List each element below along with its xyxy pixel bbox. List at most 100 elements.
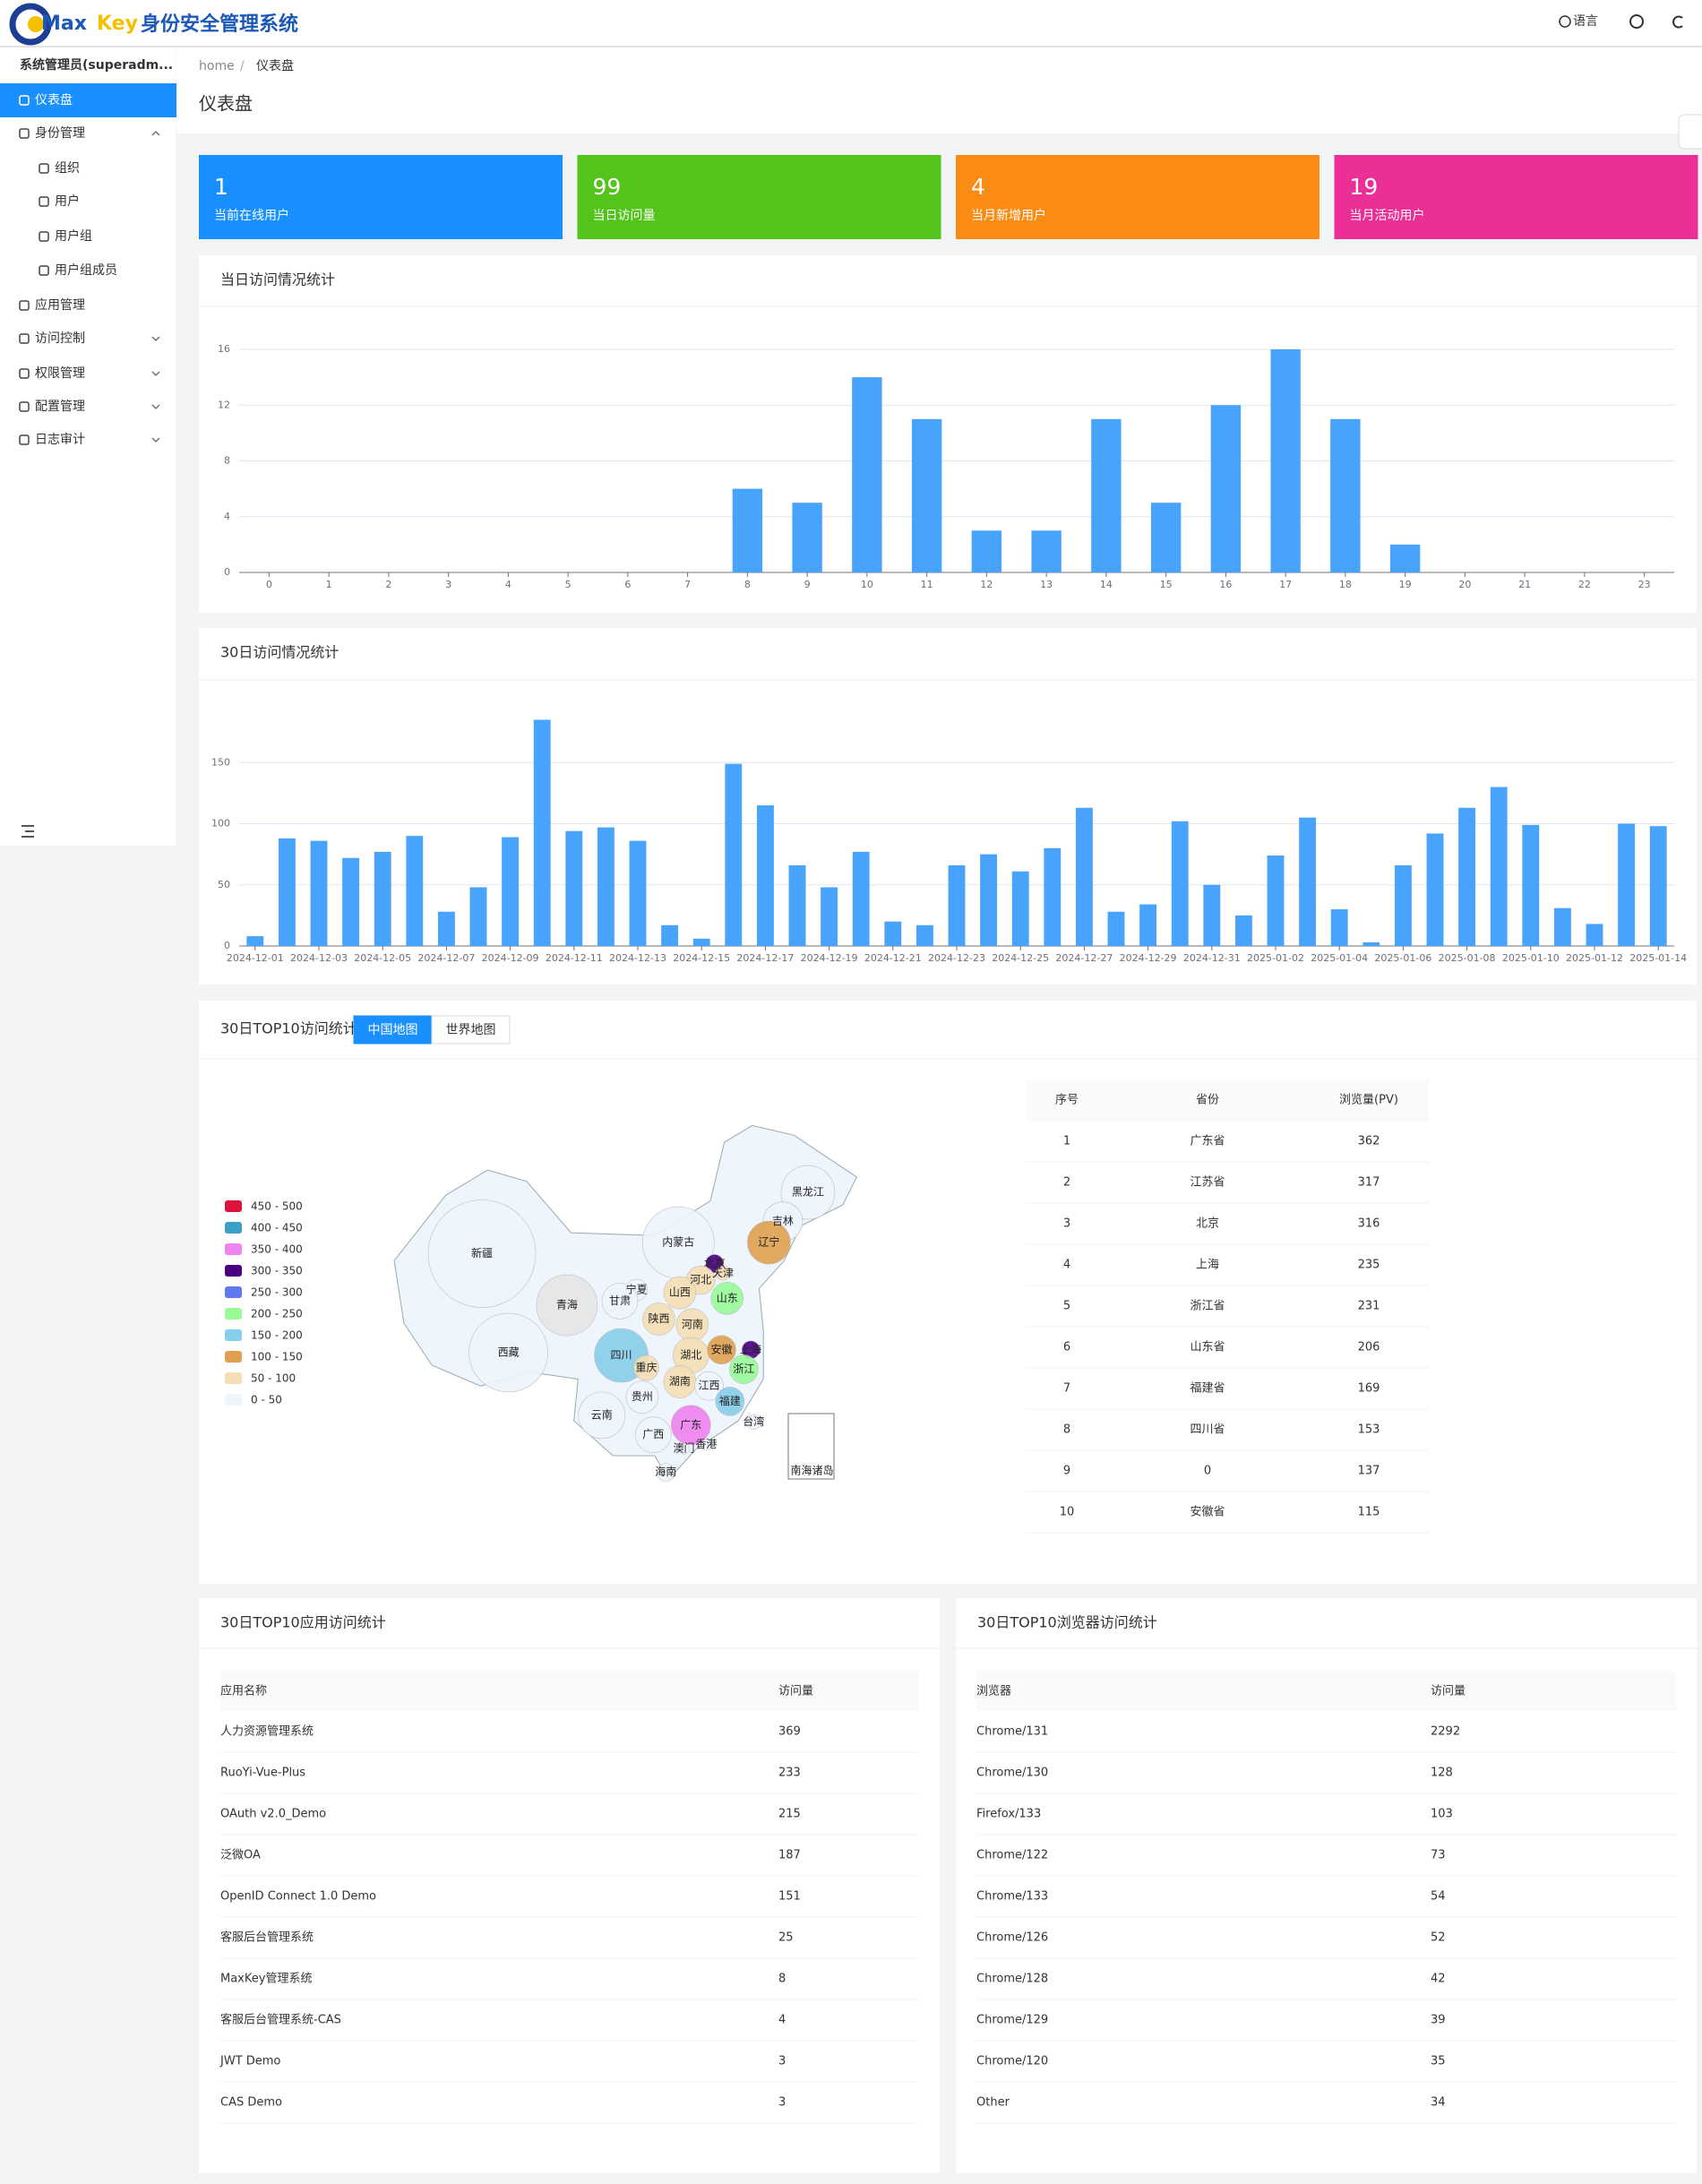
map-tab-label[interactable]: 世界地图 bbox=[446, 1023, 496, 1037]
province-area bbox=[663, 1276, 697, 1310]
bar bbox=[597, 827, 615, 946]
province-label: 辽宁 bbox=[758, 1235, 779, 1249]
table-cell: 187 bbox=[778, 1849, 801, 1862]
menu-icon bbox=[39, 163, 49, 174]
x-tick-label: 2024-12-09 bbox=[482, 952, 539, 964]
table-cell: 4 bbox=[778, 2014, 786, 2027]
breadcrumb-home[interactable]: home bbox=[199, 59, 235, 73]
menu-item[interactable]: 用户组 bbox=[55, 228, 92, 244]
y-tick-label: 4 bbox=[224, 511, 230, 522]
language-menu[interactable]: 语言 bbox=[1573, 14, 1598, 29]
province-label: 香港 bbox=[695, 1438, 717, 1450]
help-button[interactable] bbox=[1678, 114, 1702, 150]
x-tick-label: 2 bbox=[385, 579, 391, 590]
stat-label: 当前在线用户 bbox=[214, 208, 289, 223]
province-area bbox=[656, 1463, 675, 1482]
logo-ring bbox=[9, 3, 52, 46]
province-label: 北京 bbox=[704, 1257, 726, 1269]
bar bbox=[852, 377, 882, 572]
menu-item[interactable]: 身份管理 bbox=[35, 126, 85, 141]
bar bbox=[792, 503, 822, 572]
menu-item[interactable]: 仪表盘 bbox=[35, 92, 73, 107]
table-cell: 1 bbox=[1063, 1135, 1070, 1148]
bar bbox=[1011, 871, 1029, 946]
province-label: 湖北 bbox=[680, 1348, 701, 1362]
menu-item[interactable]: 访问控制 bbox=[35, 331, 85, 346]
province-label: 海南 bbox=[655, 1465, 676, 1478]
sidebar bbox=[0, 47, 176, 846]
map-tab[interactable] bbox=[431, 1015, 511, 1045]
province-label: 贵州 bbox=[632, 1390, 653, 1403]
bar bbox=[1426, 833, 1444, 946]
bar bbox=[1044, 847, 1062, 946]
legend-label: 0 - 50 bbox=[251, 1394, 282, 1406]
menu-chevron bbox=[151, 336, 160, 341]
table-header: 访问量 bbox=[1431, 1685, 1466, 1698]
menu-item[interactable]: 用户 bbox=[55, 193, 80, 209]
stat-card bbox=[956, 155, 1319, 239]
x-tick-label: 23 bbox=[1638, 579, 1651, 590]
x-tick-label: 16 bbox=[1219, 579, 1232, 590]
menu-item[interactable]: 用户组成员 bbox=[55, 262, 117, 278]
province-label: 上海 bbox=[740, 1342, 761, 1355]
menu-icon bbox=[39, 196, 49, 207]
province-area bbox=[578, 1391, 626, 1440]
province-label: 青海 bbox=[556, 1298, 578, 1311]
bar bbox=[1203, 884, 1221, 946]
bar bbox=[1553, 907, 1571, 946]
province-area bbox=[710, 1281, 744, 1315]
bar bbox=[1210, 405, 1242, 572]
province-label: 甘肃 bbox=[609, 1294, 631, 1307]
province-label: 新疆 bbox=[471, 1246, 493, 1260]
globe-icon bbox=[1559, 15, 1571, 28]
collapse-icon[interactable] bbox=[21, 825, 34, 838]
x-tick-label: 22 bbox=[1578, 579, 1591, 590]
table-cell: OAuth v2.0_Demo bbox=[220, 1808, 326, 1821]
menu-item[interactable]: 组织 bbox=[55, 161, 80, 176]
province-area bbox=[633, 1354, 659, 1381]
x-tick-label: 1 bbox=[326, 579, 332, 590]
bar bbox=[1031, 530, 1062, 572]
province-label: 宁夏 bbox=[626, 1282, 648, 1295]
province-label: 安徽 bbox=[710, 1342, 732, 1355]
bar bbox=[502, 837, 520, 946]
legend-swatch bbox=[225, 1351, 242, 1363]
bar bbox=[1091, 418, 1122, 572]
map-tab-label[interactable]: 中国地图 bbox=[368, 1023, 418, 1037]
refresh-icon[interactable] bbox=[1672, 15, 1683, 29]
section-title: 30日TOP10应用访问统计 bbox=[220, 1614, 386, 1631]
table-cell: 233 bbox=[778, 1767, 801, 1780]
menu-item[interactable]: 权限管理 bbox=[35, 366, 85, 381]
logo-max: Max bbox=[41, 13, 87, 35]
menu-item[interactable]: 配置管理 bbox=[35, 400, 85, 414]
table-cell: 317 bbox=[1358, 1176, 1380, 1190]
menu-item[interactable]: 应用管理 bbox=[35, 297, 85, 313]
table-cell: 5 bbox=[1063, 1300, 1070, 1313]
map-tab[interactable] bbox=[353, 1015, 433, 1045]
bar bbox=[1330, 418, 1361, 572]
table-header: 序号 bbox=[1055, 1094, 1079, 1107]
table-cell: 35 bbox=[1431, 2055, 1446, 2068]
bar bbox=[278, 838, 296, 946]
menu-item[interactable]: 日志审计 bbox=[35, 433, 85, 447]
x-tick-label: 2025-01-10 bbox=[1502, 952, 1560, 964]
province-label: 澳门 bbox=[673, 1441, 694, 1455]
legend-label: 250 - 300 bbox=[251, 1286, 303, 1299]
table-cell: 103 bbox=[1431, 1808, 1453, 1821]
table-cell: 0 bbox=[1204, 1465, 1211, 1478]
province-area bbox=[601, 1283, 639, 1320]
stat-label: 当日访问量 bbox=[593, 209, 656, 223]
province-area bbox=[625, 1380, 659, 1414]
bar bbox=[1586, 924, 1603, 946]
bar bbox=[1618, 823, 1636, 946]
stat-label: 当月活动用户 bbox=[1350, 208, 1425, 223]
table-header-bg bbox=[976, 1671, 1676, 1711]
x-tick-label: 2024-12-29 bbox=[1120, 952, 1177, 964]
settings-icon[interactable] bbox=[1629, 14, 1644, 29]
province-label: 江西 bbox=[698, 1380, 719, 1392]
x-tick-label: 2024-12-11 bbox=[546, 952, 603, 964]
table-header: 访问量 bbox=[778, 1685, 813, 1698]
bar bbox=[342, 857, 360, 946]
bar bbox=[1649, 826, 1667, 946]
province-area bbox=[670, 1405, 711, 1446]
